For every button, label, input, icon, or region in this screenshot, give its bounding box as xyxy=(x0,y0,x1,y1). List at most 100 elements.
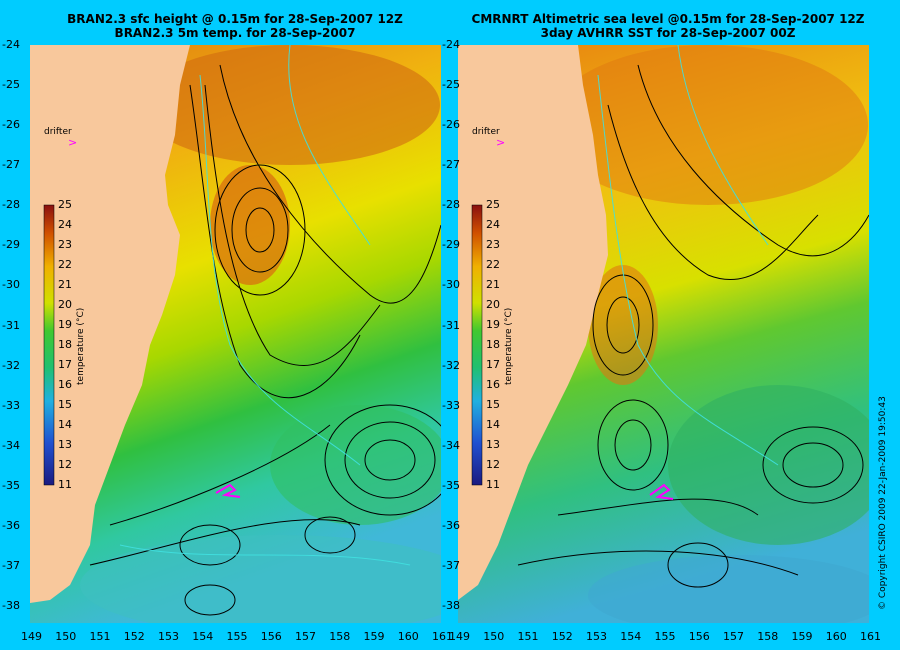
latitude-tick-label: -24 xyxy=(442,38,460,51)
latitude-tick-label: -26 xyxy=(442,118,460,132)
panel-right-title-line2: 3day AVHRR SST for 28-Sep-2007 00Z xyxy=(540,26,796,40)
longitude-tick-label: 159 xyxy=(791,630,813,643)
longitude-tick-label: 150 xyxy=(55,630,77,643)
colorbar-tick-label: 21 xyxy=(58,278,72,291)
latitude-tick-label: -34 xyxy=(2,438,20,452)
latitude-tick-label: -31 xyxy=(442,318,460,332)
latitude-tick-label: -26 xyxy=(2,118,20,132)
colorbar-tick-label: 15 xyxy=(486,398,500,411)
longitude-tick-label: 154 xyxy=(192,630,214,643)
colorbar-tick-label: 11 xyxy=(486,478,500,491)
colorbar-tick-label: 12 xyxy=(58,458,72,471)
latitude-tick-label: -32 xyxy=(2,358,20,372)
longitude-tick-label: 159 xyxy=(363,630,385,643)
colorbar-tick-label: 23 xyxy=(486,238,500,251)
latitude-tick-label: -28 xyxy=(442,198,460,212)
latitude-tick-label: -24 xyxy=(2,38,20,51)
latitude-tick-label: -29 xyxy=(442,238,460,252)
colorbar-tick-label: 22 xyxy=(58,258,72,271)
latitude-tick-label: -30 xyxy=(2,278,20,292)
colorbar-label-left: temperature (°C) xyxy=(76,307,86,385)
latitude-tick-label: -34 xyxy=(442,438,460,452)
latitude-tick-label: -37 xyxy=(2,558,20,572)
colorbar-tick-label: 24 xyxy=(58,218,72,231)
drifter-label: drifter xyxy=(44,127,72,137)
colorbar-tick-label: 20 xyxy=(58,298,72,311)
colorbar-tick-label: 25 xyxy=(486,198,500,211)
latitude-tick-label: -29 xyxy=(2,238,20,252)
colorbar-tick-label: 19 xyxy=(486,318,500,331)
latitude-tick-label: -36 xyxy=(442,518,460,532)
colorbar-tick-label: 11 xyxy=(58,478,72,491)
longitude-tick-label: 151 xyxy=(89,630,111,643)
colorbar-tick-label: 23 xyxy=(58,238,72,251)
drifter-track xyxy=(649,483,674,500)
longitude-tick-label: 156 xyxy=(260,630,282,643)
longitude-tick-label: 158 xyxy=(329,630,351,643)
longitude-tick-label: 151 xyxy=(517,630,539,643)
colorbar-label-right: temperature (°C) xyxy=(504,307,514,385)
colorbar-tick-label: 25 xyxy=(58,198,72,211)
latitude-tick-label: -33 xyxy=(2,398,20,412)
latitude-tick-label: -28 xyxy=(2,198,20,212)
colorbar-tick-label: 24 xyxy=(486,218,500,231)
latitude-tick-label: -35 xyxy=(2,478,20,492)
longitude-tick-label: 157 xyxy=(723,630,744,643)
panel-left-title-line2: BRAN2.3 5m temp. for 28-Sep-2007 xyxy=(114,26,356,40)
latitude-tick-label: -27 xyxy=(442,158,460,172)
colorbar xyxy=(471,204,483,486)
colorbar-tick-label: 12 xyxy=(486,458,500,471)
longitude-tick-label: 155 xyxy=(654,630,676,643)
latitude-tick-label: -36 xyxy=(2,518,20,532)
colorbar-tick-label: 14 xyxy=(486,418,500,431)
panel-right-title-line1: CMRNRT Altimetric sea level @0.15m for 2… xyxy=(471,12,865,26)
latitude-tick-label: -37 xyxy=(442,558,460,572)
longitude-tick-label: 150 xyxy=(483,630,505,643)
longitude-tick-label: 156 xyxy=(688,630,710,643)
longitude-tick-label: 158 xyxy=(757,630,779,643)
longitude-tick-label: 161 xyxy=(860,630,881,643)
colorbar-tick-label: 15 xyxy=(58,398,72,411)
drifter-marker: > xyxy=(496,136,505,149)
longitude-tick-label: 154 xyxy=(620,630,642,643)
colorbar-tick-label: 13 xyxy=(486,438,500,451)
copyright-text: © Copyright CSIRO 2009 22-Jan-2009 19:50… xyxy=(878,396,888,610)
colorbar-tick-label: 17 xyxy=(58,358,72,371)
longitude-tick-label: 149 xyxy=(21,630,42,643)
panel-left-title: BRAN2.3 sfc height @ 0.15m for 28-Sep-20… xyxy=(30,12,440,40)
panel-left-title-line1: BRAN2.3 sfc height @ 0.15m for 28-Sep-20… xyxy=(67,12,403,26)
longitude-tick-label: 161 xyxy=(432,630,453,643)
latitude-tick-label: -38 xyxy=(2,599,20,612)
longitude-tick-label: 157 xyxy=(295,630,316,643)
colorbar-tick-label: 21 xyxy=(486,278,500,291)
colorbar-tick-label: 16 xyxy=(58,378,72,391)
panel-right-map: drifter > xyxy=(458,45,869,623)
latitude-tick-label: -38 xyxy=(442,599,460,612)
land-mass xyxy=(458,45,608,600)
colorbar-tick-label: 20 xyxy=(486,298,500,311)
drifter-track xyxy=(215,483,241,498)
latitude-tick-label: -30 xyxy=(442,278,460,292)
colorbar-tick-label: 17 xyxy=(486,358,500,371)
panel-right-title: CMRNRT Altimetric sea level @0.15m for 2… xyxy=(458,12,878,40)
latitude-tick-label: -25 xyxy=(442,78,460,92)
drifter-label: drifter xyxy=(472,127,500,137)
longitude-tick-label: 153 xyxy=(586,630,607,643)
colorbar-tick-label: 22 xyxy=(486,258,500,271)
colorbar-tick-label: 18 xyxy=(486,338,500,351)
colorbar-tick-label: 13 xyxy=(58,438,72,451)
longitude-tick-label: 152 xyxy=(551,630,573,643)
colorbar xyxy=(43,204,55,486)
colorbar-tick-label: 18 xyxy=(58,338,72,351)
colorbar-tick-label: 14 xyxy=(58,418,72,431)
latitude-tick-label: -35 xyxy=(442,478,460,492)
longitude-tick-label: 160 xyxy=(397,630,419,643)
latitude-tick-label: -25 xyxy=(2,78,20,92)
drifter-marker: > xyxy=(68,136,77,149)
sea-level-contours xyxy=(89,64,441,616)
longitude-tick-label: 155 xyxy=(226,630,248,643)
sea-level-contours xyxy=(517,64,869,588)
land-mass xyxy=(30,45,190,603)
longitude-tick-label: 152 xyxy=(123,630,145,643)
colorbar-tick-label: 16 xyxy=(486,378,500,391)
